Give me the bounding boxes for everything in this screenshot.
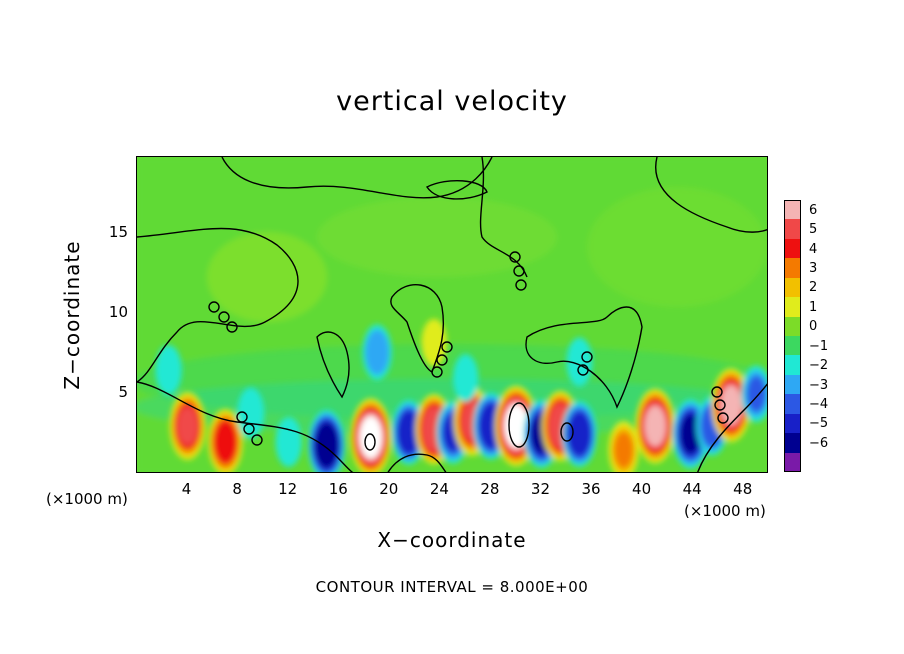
contour-line [711,386,723,398]
colorbar-tick-label: 1 [809,299,818,315]
x-tick-label: 40 [632,480,652,498]
downdraft-cell [562,401,597,467]
x-tick-label: 8 [232,480,242,498]
contour-line [226,321,238,333]
colorbar-segment [784,297,801,318]
colorbar-tick-label: 4 [809,241,818,257]
updraft-cell [350,398,392,472]
x-tick-label: 32 [530,480,551,498]
contour-line [251,434,263,446]
contour-line [525,306,643,409]
colorbar-segment [784,258,801,279]
contour-line [221,157,493,199]
downdraft-cell [155,345,182,395]
colorbar-tick-label: −2 [809,358,829,374]
updraft-cell [208,409,243,472]
y-axis-label: Z−coordinate [60,240,84,390]
updraft-cell [169,391,206,460]
colorbar-tick-label: 6 [809,202,818,218]
contour-line [560,422,574,442]
x-axis-label: X−coordinate [377,528,527,552]
x-tick-label: 20 [379,480,399,498]
colorbar-tick-label: 5 [809,222,818,238]
chart-title: vertical velocity [336,86,568,117]
contour-line [243,423,255,435]
contour-line [436,354,448,366]
contour-line [509,251,521,263]
updraft-cell [608,421,639,472]
contour-line [387,453,447,472]
contour-line [236,411,248,423]
contour-line [697,383,767,472]
colorbar-segment [784,413,801,434]
contour-line [515,279,527,291]
updraft-cell [635,388,676,464]
colorbar-tick-label: −6 [809,435,829,451]
colorbar-segment [784,355,801,376]
downdraft-cell [453,354,479,402]
plot-area [136,156,768,473]
x-tick-label: 12 [278,480,298,498]
y-tick-label: 10 [108,302,128,321]
contour-line [208,301,220,313]
contour-line [577,364,589,376]
contour-line [513,265,525,277]
contour-interval-note: CONTOUR INTERVAL = 8.000E+00 [315,578,589,596]
colorbar-segment [784,238,801,259]
x-tick-label: 4 [181,480,192,498]
colorbar-tick-label: 2 [809,280,818,296]
downdraft-cell [237,387,265,439]
downdraft-cell [275,417,302,467]
contour-line [316,331,350,399]
x-tick-label: 16 [328,480,348,498]
colorbar-tick-label: −4 [809,397,829,412]
contour-line [717,412,729,424]
colorbar [784,200,801,473]
colorbar-tick-label: −5 [809,416,829,432]
x-tick-label: 36 [581,480,601,498]
downdraft-cell [308,410,346,472]
colorbar-tick-label: −3 [809,377,829,393]
contour-line [714,399,726,411]
colorbar-segment [784,452,801,473]
contour-line [655,157,767,233]
contour-line [425,179,488,200]
x-unit-label-left: (×1000 m) [46,490,128,508]
x-tick-label: 48 [733,480,753,498]
downdraft-cell [362,324,392,381]
contour-line [581,351,593,363]
contour-line [508,402,530,448]
x-tick-label: 44 [682,480,702,498]
colorbar-segment [784,336,801,356]
colorbar-segment [784,433,801,454]
colorbar-segment [784,277,801,298]
contour-line [137,381,354,472]
colorbar-segment [784,219,801,240]
contour-line [364,433,376,451]
y-tick-label: 5 [118,382,128,401]
colorbar-tick-label: 0 [809,319,818,335]
colorbar-segment [784,394,801,415]
x-unit-label-right: (×1000 m) [684,502,766,520]
colorbar-segment [784,374,801,395]
heatmap-field [137,157,767,472]
y-tick-label: 15 [108,222,128,241]
contour-line [218,311,230,323]
contour-line [479,157,528,278]
contour-line [441,341,453,353]
colorbar-segment [784,200,801,220]
colorbar-segment [784,316,801,337]
colorbar-tick-label: 3 [809,261,818,276]
contour-line [137,227,299,383]
contour-line [431,366,443,378]
colorbar-tick-label: −1 [809,338,829,354]
x-tick-label: 24 [429,480,449,498]
x-tick-label: 28 [480,480,500,498]
